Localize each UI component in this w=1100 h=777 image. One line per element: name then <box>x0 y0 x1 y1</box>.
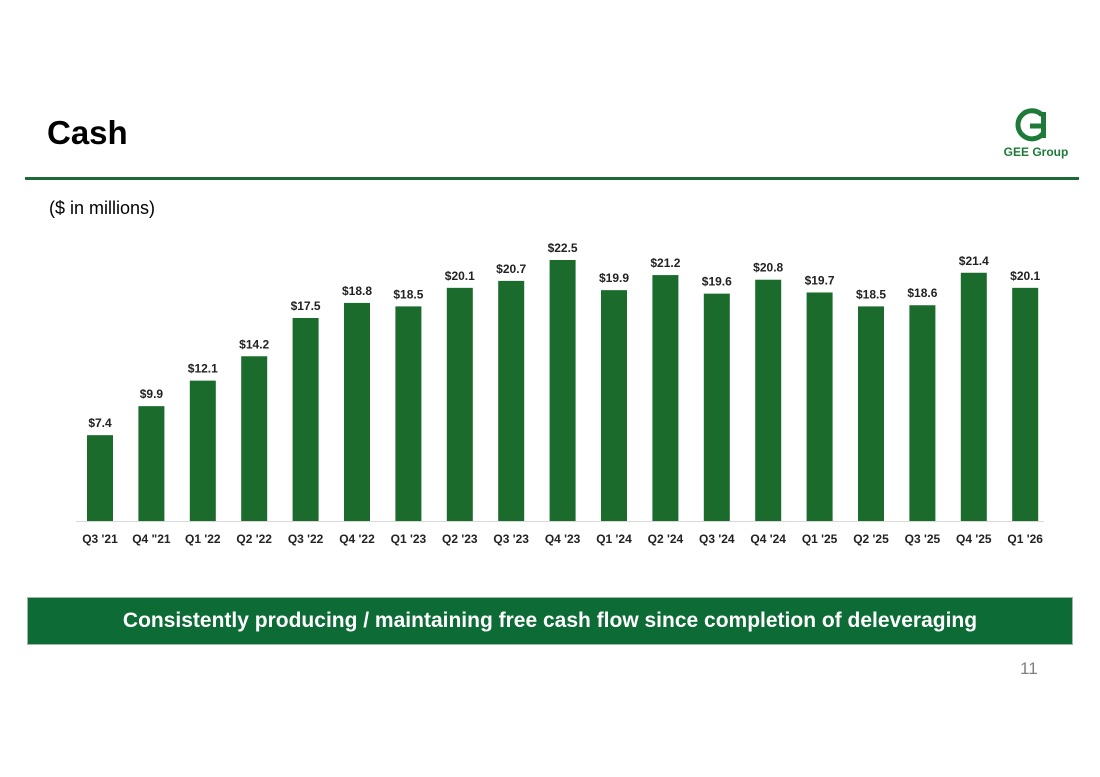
bar <box>858 306 884 521</box>
gee-group-logo-icon <box>1015 108 1047 142</box>
cash-bar-chart: $7.4 $9.9 $12.1 $14.2 $17.5 $18.8 $18.5 $20.1 $2… <box>76 241 1044 546</box>
bar-value-label: $9.9 <box>140 387 164 401</box>
bar <box>498 280 525 521</box>
logo-text: GEE Group <box>1003 145 1069 159</box>
bar-value-label: $18.6 <box>907 286 937 300</box>
x-tick-label: Q3 '23 <box>493 532 529 546</box>
unit-label: ($ in millions) <box>49 198 156 218</box>
bar-value-label: $7.4 <box>88 416 112 430</box>
bar <box>395 306 422 521</box>
bar-value-label: $18.5 <box>856 287 886 301</box>
bar-value-label: $20.1 <box>1010 269 1040 283</box>
bar <box>1012 287 1039 521</box>
bar-value-label: $19.6 <box>702 275 732 289</box>
bar-value-label: $19.7 <box>805 273 835 287</box>
bar <box>755 279 782 521</box>
bar-value-label: $21.4 <box>959 254 989 268</box>
bar-value-label: $14.2 <box>239 337 269 351</box>
x-tick-label: Q1 '24 <box>596 532 632 546</box>
bar-value-label: $20.7 <box>496 262 526 276</box>
bar <box>189 380 216 521</box>
bar <box>652 275 679 521</box>
bar-value-label: $18.8 <box>342 284 372 298</box>
bar <box>601 290 627 521</box>
bar-value-label: $20.1 <box>445 269 475 283</box>
bar <box>960 272 987 521</box>
x-tick-label: Q1 '26 <box>1007 532 1043 546</box>
value-labels-group: $7.4 $9.9 $12.1 $14.2 $17.5 $18.8 $18.5 $20.1 $2… <box>88 241 1040 430</box>
bar-value-label: $17.5 <box>291 299 321 313</box>
x-tick-label: Q3 '25 <box>905 532 941 546</box>
x-tick-label: Q3 '24 <box>699 532 735 546</box>
bar <box>806 292 833 521</box>
title-divider <box>25 177 1079 180</box>
bar-value-label: $20.8 <box>753 261 783 275</box>
bar-value-label: $22.5 <box>548 241 578 255</box>
bar <box>241 356 268 521</box>
x-tick-label: Q4 "21 <box>132 532 171 546</box>
bar <box>292 318 319 521</box>
bar-value-label: $19.9 <box>599 271 629 285</box>
category-labels-group: Q3 '21 Q4 "21 Q1 '22 Q2 '22 Q3 '22 Q4 '22 Q1 '… <box>82 532 1043 546</box>
x-tick-label: Q1 '25 <box>802 532 838 546</box>
x-tick-label: Q2 '24 <box>648 532 684 546</box>
x-tick-label: Q1 '23 <box>391 532 427 546</box>
bar <box>138 406 165 521</box>
bar <box>703 293 730 521</box>
x-tick-label: Q1 '22 <box>185 532 221 546</box>
bar <box>344 302 370 521</box>
bars-group <box>87 260 1039 521</box>
x-tick-label: Q4 '22 <box>339 532 375 546</box>
x-tick-label: Q2 '23 <box>442 532 478 546</box>
x-tick-label: Q4 '23 <box>545 532 581 546</box>
page-number: 11 <box>1020 659 1038 678</box>
x-tick-label: Q3 '21 <box>82 532 118 546</box>
bar-value-label: $18.5 <box>393 287 423 301</box>
slide-title: Cash <box>47 114 128 151</box>
x-tick-label: Q2 '25 <box>853 532 889 546</box>
bar <box>87 435 113 521</box>
x-tick-label: Q2 '22 <box>236 532 272 546</box>
bar <box>446 287 473 521</box>
bar <box>909 305 936 521</box>
x-tick-label: Q4 '24 <box>750 532 786 546</box>
bar-value-label: $21.2 <box>650 256 680 270</box>
x-tick-label: Q4 '25 <box>956 532 992 546</box>
gee-group-logo: GEE Group <box>996 106 1076 162</box>
bar <box>549 260 576 521</box>
key-message-banner: Consistently producing / maintaining fre… <box>27 597 1073 645</box>
bar-value-label: $12.1 <box>188 362 218 376</box>
x-tick-label: Q3 '22 <box>288 532 324 546</box>
